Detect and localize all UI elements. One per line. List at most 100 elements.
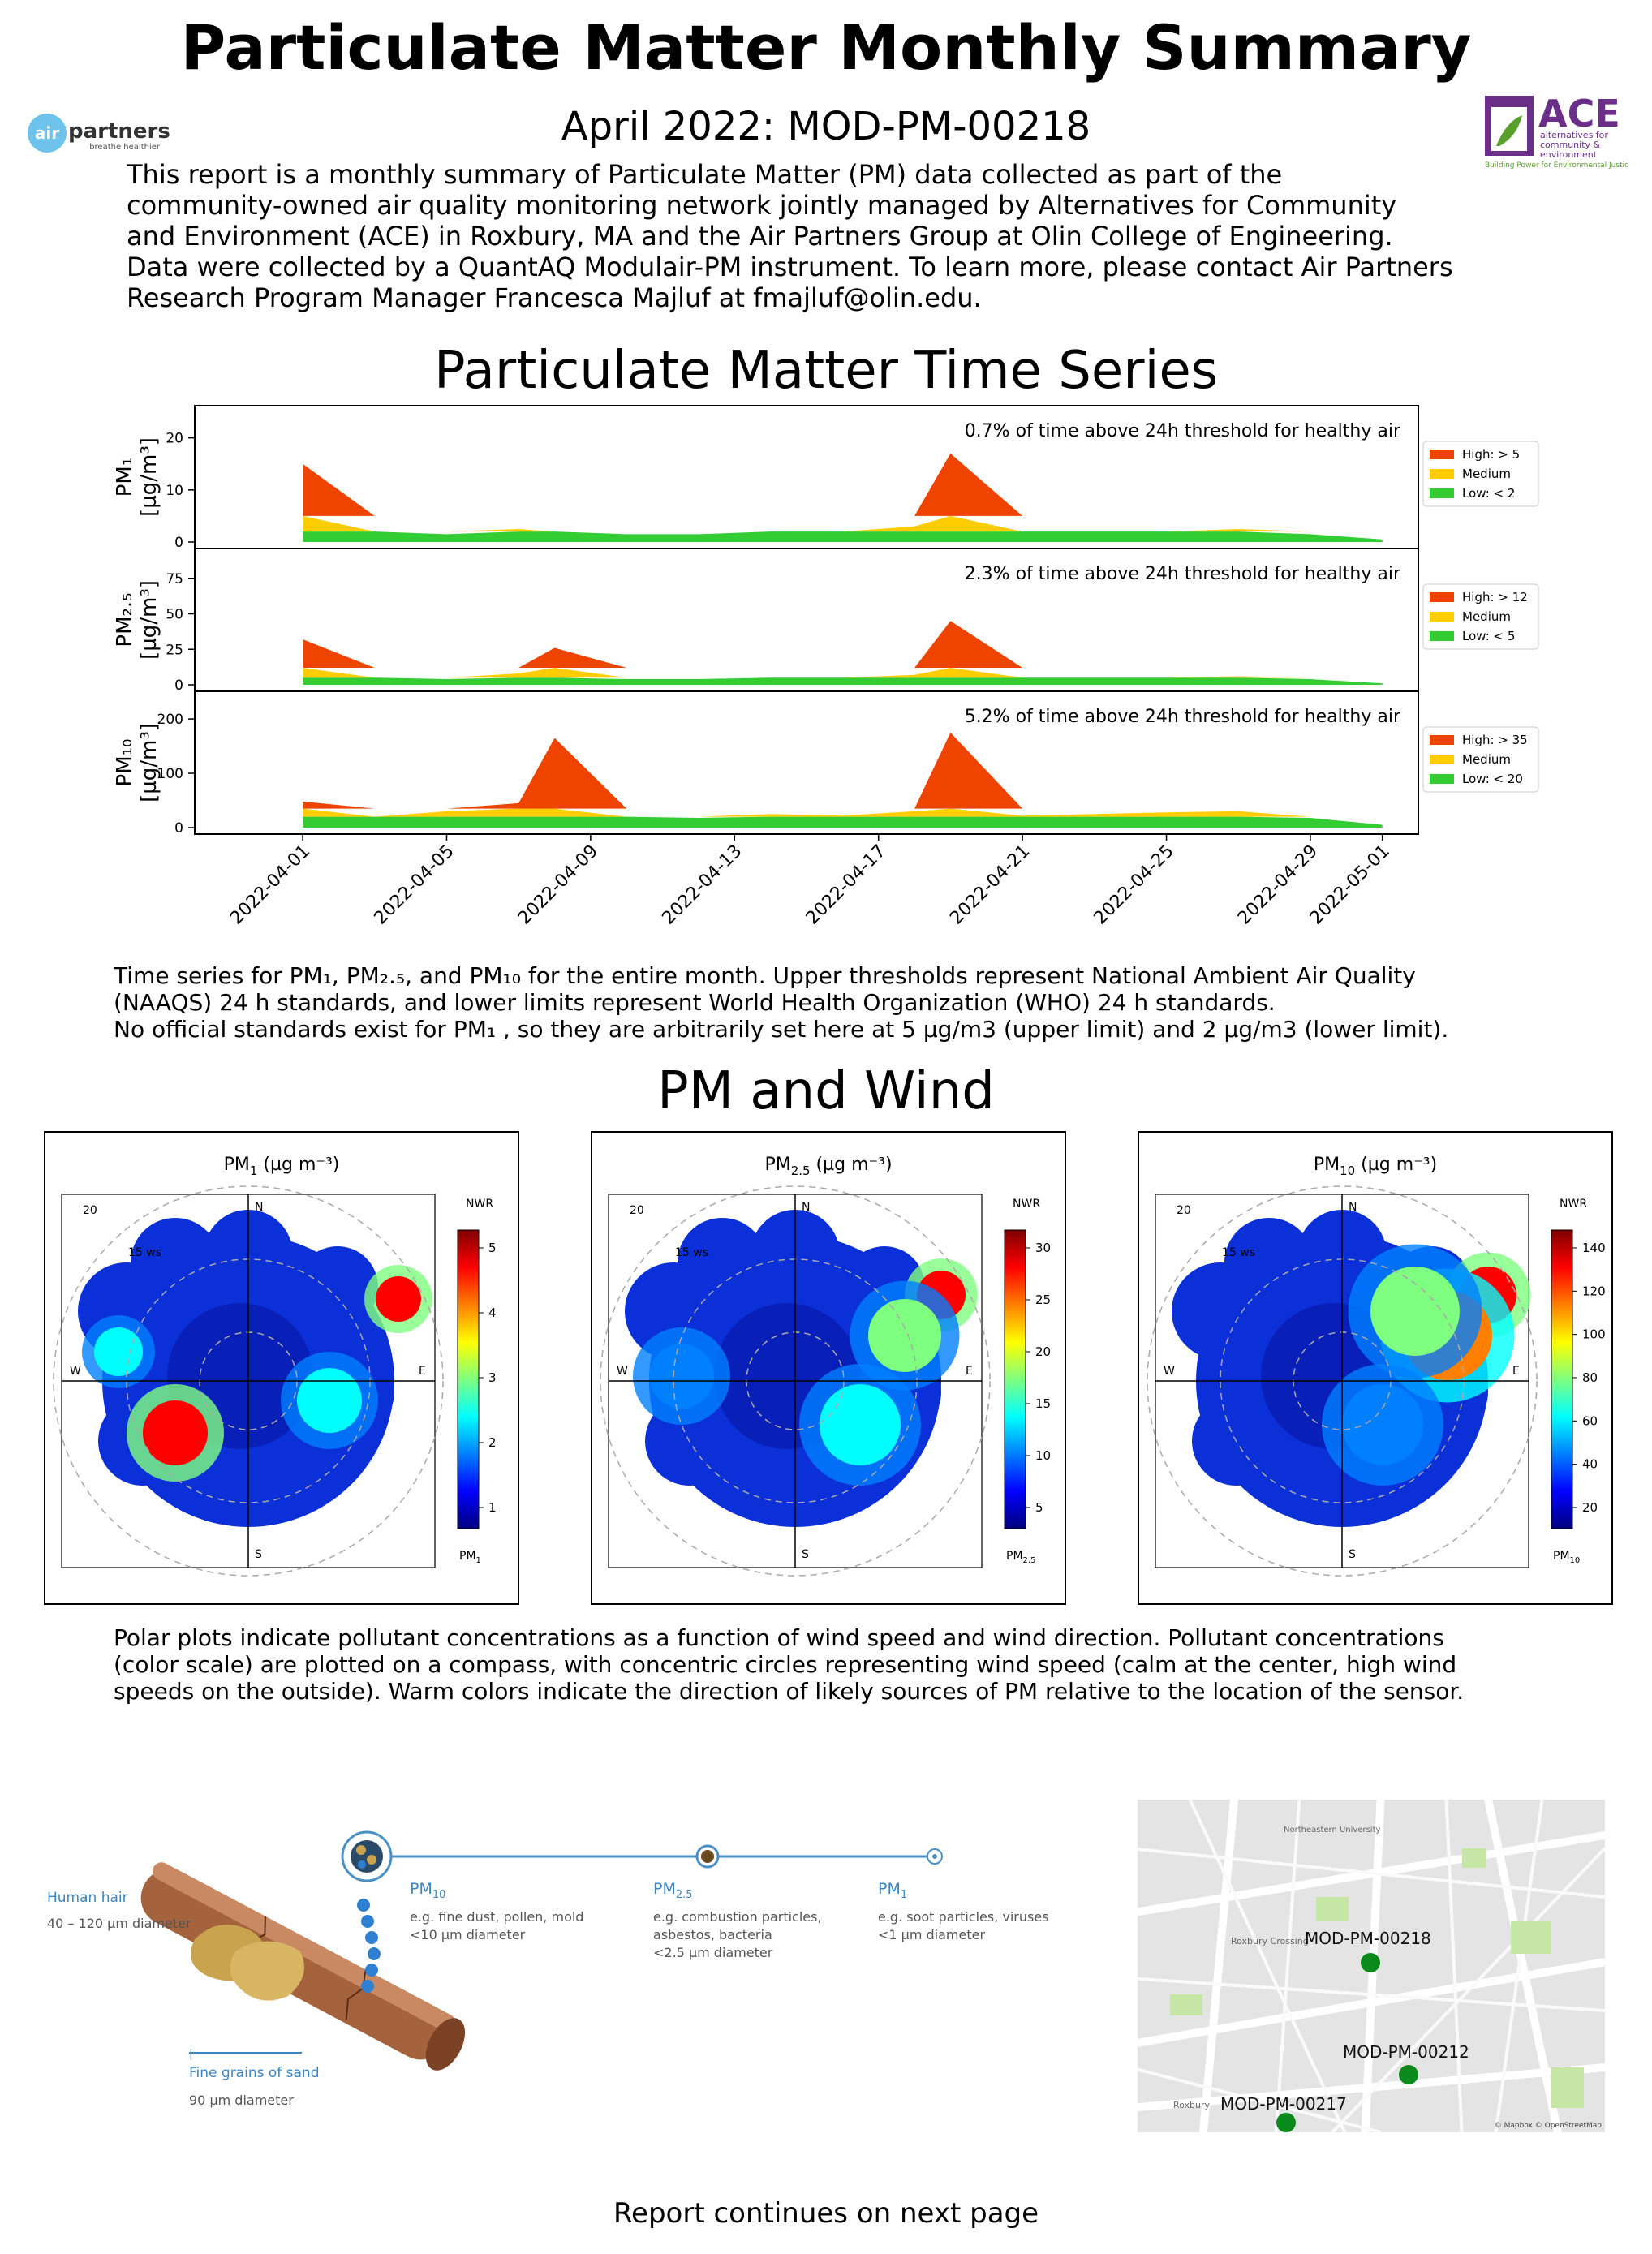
svg-text:40 – 120 µm diameter: 40 – 120 µm diameter [47, 1916, 191, 1931]
ts-legend-label: Medium [1462, 609, 1511, 624]
svg-text:e.g. fine dust, pollen, mold: e.g. fine dust, pollen, mold [410, 1909, 583, 1925]
svg-text:community &: community & [1540, 140, 1601, 150]
svg-text:<10 µm diameter: <10 µm diameter [410, 1927, 526, 1942]
colorbar-tick: 20 [1582, 1500, 1598, 1515]
ts-area-low [303, 816, 1383, 828]
ts-legend-label: Medium [1462, 752, 1511, 767]
colorbar-tick: 20 [1035, 1344, 1051, 1359]
compass-w: W [617, 1365, 628, 1378]
ts-y-tick: 0 [174, 820, 183, 837]
ts-area-medium [303, 668, 1383, 678]
svg-text:e.g. soot particles, viruses: e.g. soot particles, viruses [878, 1909, 1049, 1925]
colorbar-tick: 25 [1035, 1293, 1051, 1307]
polar-surface [1172, 1210, 1531, 1527]
ts-x-tick: 2022-04-25 [1091, 841, 1178, 929]
colorbar-tick: 5 [488, 1241, 497, 1255]
ts-legend-label: Medium [1462, 467, 1511, 481]
ts-area-high [303, 621, 1383, 668]
polar-title: PM10 (µg m⁻³) [1314, 1155, 1437, 1178]
ts-y-tick: 100 [157, 766, 183, 782]
ts-threshold-note: 5.2% of time above 24h threshold for hea… [965, 707, 1401, 727]
speed-label-mid: 15 ws [1222, 1246, 1255, 1259]
intro-paragraph: This report is a monthly summary of Part… [127, 159, 1453, 313]
ts-legend-swatch [1430, 774, 1454, 784]
map-marker-label-00218: MOD-PM-00218 [1305, 1929, 1431, 1948]
colorbar-tick: 60 [1582, 1413, 1598, 1428]
ts-y-tick: 75 [166, 571, 183, 587]
ts-threshold-note: 0.7% of time above 24h threshold for hea… [965, 421, 1401, 441]
svg-text:PM1: PM1 [878, 1880, 907, 1901]
ts-x-tick: 2022-04-21 [946, 841, 1034, 929]
ts-legend-label: Low: < 5 [1462, 629, 1515, 643]
colorbar-title: NWR [1560, 1198, 1587, 1211]
svg-text:Human hair: Human hair [47, 1890, 128, 1906]
ts-legend-swatch [1430, 469, 1454, 479]
particle-size-diagram: Human hair 40 – 120 µm diameter | Fine g… [32, 1809, 1079, 2118]
map-marker-00217 [1276, 2113, 1296, 2132]
ts-legend-label: High: > 12 [1462, 590, 1528, 604]
svg-text:PM2.5: PM2.5 [653, 1880, 693, 1901]
compass-s: S [1349, 1548, 1356, 1561]
polar-plot-pm10: PM10 (µg m⁻³) N S W E 20 15 ws NWR 20 40 60 80 100 12… [1138, 1131, 1613, 1605]
compass-s: S [255, 1548, 262, 1561]
colorbar-tick: 2 [488, 1435, 497, 1450]
ts-legend-swatch [1430, 592, 1454, 602]
map-place-roxbury-crossing: Roxbury Crossing [1231, 1936, 1309, 1946]
compass-s: S [802, 1548, 809, 1561]
svg-text:partners: partners [68, 119, 170, 144]
map-attribution: © Mapbox © OpenStreetMap [1495, 2122, 1603, 2130]
ts-legend-label: Low: < 20 [1462, 772, 1523, 786]
map-place-northeastern: Northeastern University [1284, 1826, 1381, 1835]
speed-label-outer: 20 [1177, 1204, 1191, 1217]
colorbar [1551, 1229, 1573, 1529]
colorbar-tick: 30 [1035, 1241, 1051, 1255]
compass-e: E [1512, 1365, 1520, 1378]
colorbar-tick: 5 [1035, 1500, 1043, 1515]
ts-threshold-note: 2.3% of time above 24h threshold for hea… [965, 564, 1401, 584]
colorbar-tick: 10 [1035, 1448, 1051, 1463]
time-series-title: Particulate Matter Time Series [433, 341, 1219, 401]
polar-title: PM1 (µg m⁻³) [224, 1155, 340, 1178]
speed-label-mid: 15 ws [128, 1246, 161, 1259]
compass-w: W [1164, 1365, 1175, 1378]
ace-logo: ACE alternatives for community & environ… [1482, 89, 1633, 170]
colorbar [1004, 1229, 1026, 1529]
polar-caption: Polar plots indicate pollutant concentra… [114, 1624, 1465, 1705]
map-marker-00218 [1361, 1953, 1380, 1972]
page-title: Particulate Matter Monthly Summary [180, 11, 1472, 84]
map-marker-label-00217: MOD-PM-00217 [1220, 2094, 1347, 2114]
svg-text:alternatives for: alternatives for [1540, 130, 1608, 140]
svg-text:breathe healthier: breathe healthier [89, 143, 161, 152]
map-place-roxbury: Roxbury [1173, 2100, 1211, 2110]
compass-e: E [419, 1365, 426, 1378]
ts-legend-swatch [1430, 631, 1454, 641]
compass-n: N [255, 1201, 263, 1214]
footer-note: Report continues on next page [613, 2197, 1039, 2230]
compass-n: N [1349, 1201, 1357, 1214]
svg-text:<2.5 µm diameter: <2.5 µm diameter [653, 1945, 773, 1960]
ts-y-tick: 0 [174, 677, 183, 694]
ts-x-tick: 2022-04-13 [658, 841, 746, 929]
colorbar-tick: 140 [1582, 1241, 1606, 1255]
sensor-map: Northeastern University Roxbury Crossing… [1138, 1800, 1605, 2132]
ts-y-label: PM₂.₅[µg/m³] [113, 580, 161, 660]
colorbar-unit: PM1 [459, 1550, 481, 1565]
svg-text:Fine grains of sand: Fine grains of sand [189, 2065, 320, 2081]
svg-text:environment: environment [1540, 149, 1598, 160]
svg-text:Building Power for Environment: Building Power for Environmental Justice [1485, 161, 1628, 170]
map-marker-label-00212: MOD-PM-00212 [1343, 2042, 1469, 2062]
ts-panel-frame [194, 548, 1419, 692]
pm-wind-title: PM and Wind [657, 1061, 995, 1121]
colorbar-tick: 15 [1035, 1396, 1051, 1411]
svg-text:90 µm diameter: 90 µm diameter [189, 2093, 294, 2108]
svg-text:asbestos, bacteria: asbestos, bacteria [653, 1927, 772, 1942]
svg-text:<1 µm diameter: <1 µm diameter [878, 1927, 985, 1942]
ts-legend-swatch [1430, 735, 1454, 745]
colorbar-tick: 3 [488, 1370, 497, 1385]
ts-area-low [303, 531, 1383, 542]
ts-legend-label: Low: < 2 [1462, 486, 1515, 501]
ts-panel-frame [194, 690, 1419, 835]
ts-panel-1: 0 25 50 75 PM₂.₅[µg/m³] 2.3% of time above 24… [113, 548, 1539, 694]
ts-panel-frame [194, 405, 1419, 549]
ts-area-medium [303, 808, 1383, 817]
